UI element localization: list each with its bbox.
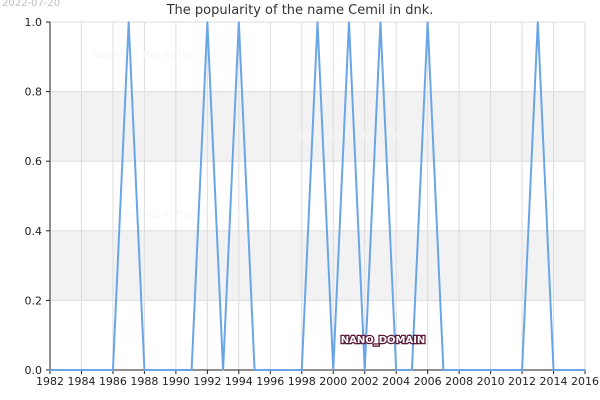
- data-point-2009: [474, 369, 476, 371]
- data-point-1998: [300, 369, 303, 371]
- data-point-1992: [206, 21, 209, 23]
- data-point-1989: [159, 369, 161, 371]
- y-tick-label-0.8: 0.8: [25, 86, 43, 99]
- x-tick-label-2010: 2010: [477, 375, 505, 388]
- x-tick-label-1982: 1982: [36, 375, 64, 388]
- data-point-2016: [584, 369, 586, 371]
- data-point-1988: [143, 369, 146, 371]
- background-band-2: [50, 91, 585, 162]
- background-bands: [50, 91, 585, 301]
- data-point-2003: [379, 21, 382, 23]
- series-group: [49, 21, 586, 371]
- date-stamp: 2022-07-20: [2, 0, 61, 9]
- data-point-1994: [238, 21, 240, 23]
- data-point-1993: [222, 369, 224, 371]
- data-point-2008: [458, 369, 460, 371]
- data-point-2015: [568, 369, 571, 371]
- data-point-2014: [552, 369, 555, 371]
- data-point-2001: [348, 21, 350, 23]
- data-point-1986: [112, 369, 114, 371]
- y-tick-label-0.4: 0.4: [25, 225, 43, 238]
- series-line-1: [50, 21, 585, 371]
- x-tick-label-1996: 1996: [256, 375, 284, 388]
- data-point-2004: [395, 369, 397, 371]
- data-point-2012: [521, 369, 523, 371]
- grid-lines: [49, 21, 586, 371]
- data-point-2007: [442, 369, 445, 371]
- y-tick-label-0.0: 0.0: [25, 364, 43, 377]
- x-tick-label-1988: 1988: [130, 375, 158, 388]
- x-tick-label-1986: 1986: [99, 375, 127, 388]
- watermark-text-1: Names of the World 2022: [92, 50, 220, 61]
- chart-title: The popularity of the name Cemil in dnk.: [166, 3, 434, 18]
- y-tick-label-0.2: 0.2: [25, 294, 43, 307]
- y-tick-label-1.0: 1.0: [25, 16, 43, 29]
- data-point-1984: [80, 369, 83, 371]
- x-tick-label-2016: 2016: [571, 375, 599, 388]
- x-tick-label-2012: 2012: [508, 375, 536, 388]
- data-point-2013: [536, 21, 539, 23]
- x-tick-label-2014: 2014: [540, 375, 568, 388]
- x-tick-label-2000: 2000: [319, 375, 347, 388]
- data-point-2005: [411, 369, 413, 371]
- domain-label: NANO_DOMAIN: [341, 335, 426, 346]
- x-tick-label-2006: 2006: [414, 375, 442, 388]
- watermark-text-3: Names of the World 2022: [125, 209, 253, 220]
- data-point-1996: [269, 369, 272, 371]
- data-point-1983: [64, 369, 67, 371]
- background-band-1: [50, 230, 585, 301]
- x-tick-label-2002: 2002: [351, 375, 379, 388]
- data-point-2006: [426, 21, 429, 23]
- x-tick-label-1990: 1990: [162, 375, 190, 388]
- data-point-1982: [49, 369, 51, 371]
- data-point-1987: [127, 21, 130, 23]
- x-tick-label-1984: 1984: [67, 375, 95, 388]
- x-tick-label-1998: 1998: [288, 375, 316, 388]
- data-point-2002: [363, 369, 366, 371]
- data-point-1997: [285, 369, 287, 371]
- x-tick-label-2008: 2008: [445, 375, 473, 388]
- x-tick-label-1992: 1992: [193, 375, 221, 388]
- tick-labels: 1982 1984 1986 1988 1990 1992 1994 1996 1998 2000…: [25, 16, 600, 388]
- y-tick-label-0.6: 0.6: [25, 155, 43, 168]
- data-point-1985: [96, 369, 99, 371]
- data-point-2000: [332, 369, 335, 371]
- data-point-1999: [316, 21, 319, 23]
- x-tick-label-1994: 1994: [225, 375, 253, 388]
- data-point-1990: [175, 369, 177, 371]
- x-tick-label-2004: 2004: [382, 375, 410, 388]
- data-point-2010: [489, 369, 492, 371]
- data-point-1991: [190, 369, 193, 371]
- data-point-2011: [505, 369, 508, 371]
- data-point-1995: [253, 369, 256, 371]
